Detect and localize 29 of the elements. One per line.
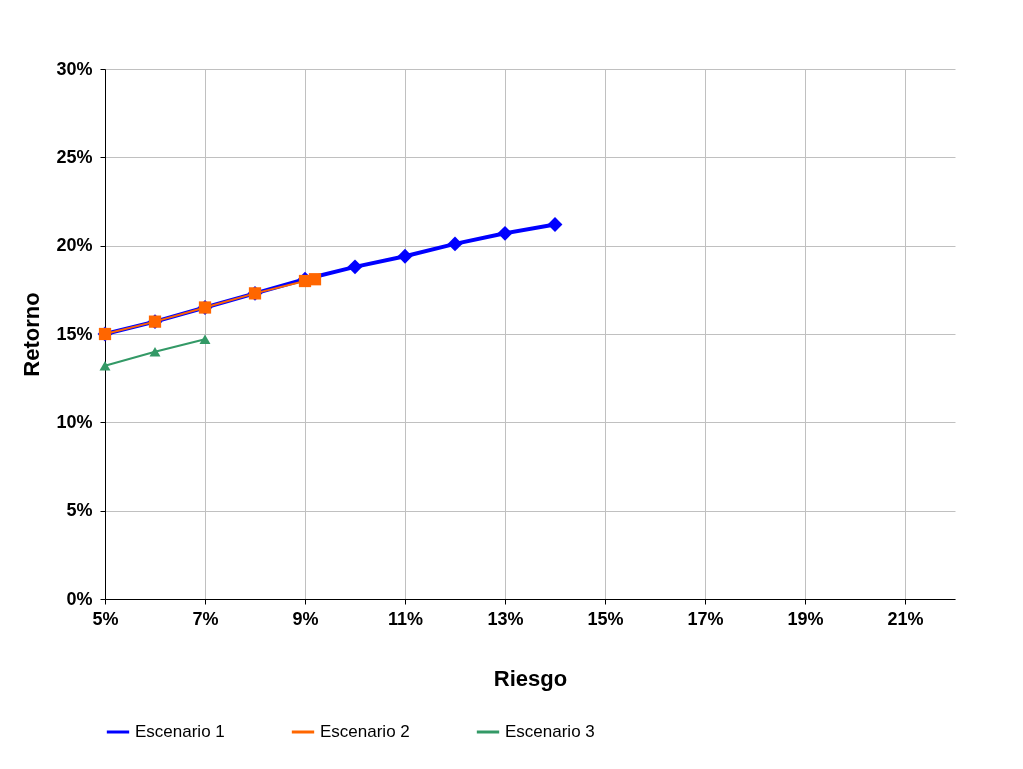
x-tick-label: 15% bbox=[587, 608, 624, 629]
x-tick-label: 5% bbox=[92, 608, 119, 629]
legend-label: Escenario 3 bbox=[505, 722, 595, 741]
point bbox=[397, 248, 413, 264]
y-tick-label: 0% bbox=[66, 588, 93, 609]
x-tick-label: 11% bbox=[387, 608, 424, 629]
point bbox=[497, 225, 513, 241]
y-tick-label: 10% bbox=[56, 411, 93, 432]
x-tick-label: 21% bbox=[887, 608, 924, 629]
x-tick-label: 9% bbox=[292, 608, 319, 629]
point bbox=[447, 236, 463, 252]
x-axis-title: Riesgo bbox=[493, 665, 568, 691]
point bbox=[199, 334, 211, 345]
y-tick-label: 15% bbox=[56, 323, 93, 344]
point bbox=[99, 361, 111, 371]
y-tick-label: 20% bbox=[56, 235, 93, 256]
x-tick-label: 7% bbox=[192, 608, 219, 629]
point bbox=[149, 346, 161, 357]
x-tick-label: 17% bbox=[687, 608, 724, 629]
x-tick-label: 13% bbox=[487, 608, 524, 629]
y-tick-label: 25% bbox=[56, 146, 93, 167]
y-tick-label: 5% bbox=[66, 500, 93, 521]
point bbox=[308, 273, 322, 286]
x-tick-label: 19% bbox=[787, 608, 824, 629]
y-tick-label: 30% bbox=[56, 58, 93, 79]
y-axis-title: Retorno bbox=[19, 292, 45, 377]
point bbox=[347, 259, 363, 275]
legend-label: Escenario 1 bbox=[135, 722, 225, 741]
legend-label: Escenario 2 bbox=[320, 722, 410, 741]
